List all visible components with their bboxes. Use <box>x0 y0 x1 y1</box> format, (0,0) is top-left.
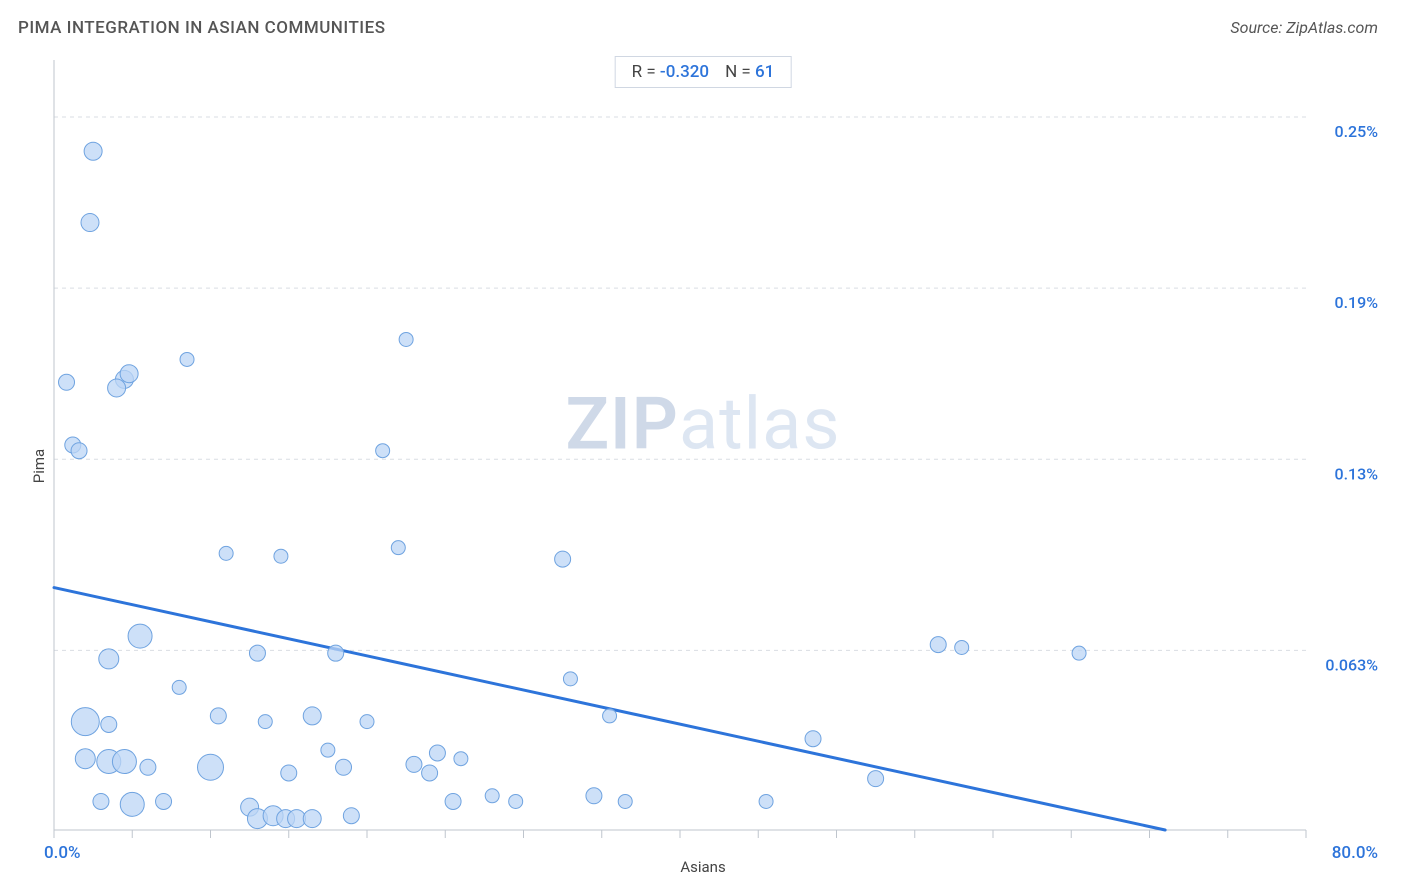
chart-title: PIMA INTEGRATION IN ASIAN COMMUNITIES <box>18 18 386 38</box>
y-axis-label: Pima <box>30 449 48 483</box>
data-point[interactable] <box>81 214 99 232</box>
data-point[interactable] <box>603 709 617 723</box>
data-point[interactable] <box>120 792 144 816</box>
data-point[interactable] <box>328 645 344 661</box>
data-point[interactable] <box>84 142 102 160</box>
data-point[interactable] <box>281 765 297 781</box>
data-point[interactable] <box>303 707 321 725</box>
data-point[interactable] <box>249 645 265 661</box>
chart-area: Pima Asians ZIPatlas 0.063%0.13%0.19%0.2… <box>16 50 1390 882</box>
chart-container: PIMA INTEGRATION IN ASIAN COMMUNITIES So… <box>0 0 1406 892</box>
data-point[interactable] <box>303 810 321 828</box>
data-point[interactable] <box>445 793 461 809</box>
scatter-chart: 0.063% 0.13% 0.19% 0.25% 0.0% 80.0% <box>16 50 1390 882</box>
data-point[interactable] <box>376 444 390 458</box>
data-point[interactable] <box>101 716 117 732</box>
data-point[interactable] <box>930 637 946 653</box>
x-max-label: 80.0% <box>1332 843 1378 863</box>
data-point[interactable] <box>321 743 335 757</box>
data-point[interactable] <box>128 624 152 648</box>
data-point[interactable] <box>336 759 352 775</box>
data-point[interactable] <box>955 640 969 654</box>
data-point[interactable] <box>71 708 99 736</box>
data-point[interactable] <box>180 352 194 366</box>
data-point[interactable] <box>555 551 571 567</box>
data-point[interactable] <box>509 794 523 808</box>
y-tick-label: 0.25% <box>1334 122 1378 141</box>
source-attribution: Source: ZipAtlas.com <box>1230 18 1378 37</box>
data-point[interactable] <box>140 759 156 775</box>
data-point[interactable] <box>618 794 632 808</box>
data-point[interactable] <box>99 649 119 669</box>
data-point[interactable] <box>454 752 468 766</box>
data-point[interactable] <box>391 541 405 555</box>
y-tick-label: 0.063% <box>1325 655 1378 674</box>
data-point[interactable] <box>219 546 233 560</box>
data-point[interactable] <box>75 749 95 769</box>
data-point[interactable] <box>258 715 272 729</box>
data-point[interactable] <box>586 788 602 804</box>
data-point[interactable] <box>406 756 422 772</box>
x-axis-label: Asians <box>680 858 725 876</box>
data-point[interactable] <box>156 793 172 809</box>
data-point[interactable] <box>422 765 438 781</box>
data-point[interactable] <box>59 374 75 390</box>
data-point[interactable] <box>93 793 109 809</box>
data-point[interactable] <box>172 680 186 694</box>
data-point[interactable] <box>399 332 413 346</box>
y-tick-label: 0.13% <box>1334 464 1378 483</box>
data-point[interactable] <box>274 549 288 563</box>
data-point[interactable] <box>108 379 126 397</box>
y-tick-label: 0.19% <box>1334 293 1378 312</box>
data-point[interactable] <box>563 672 577 686</box>
data-point[interactable] <box>429 745 445 761</box>
data-point[interactable] <box>71 443 87 459</box>
data-point[interactable] <box>343 808 359 824</box>
data-point[interactable] <box>112 750 136 774</box>
data-point[interactable] <box>759 794 773 808</box>
data-point[interactable] <box>805 731 821 747</box>
data-point[interactable] <box>198 754 224 780</box>
data-point[interactable] <box>1072 646 1086 660</box>
data-point[interactable] <box>485 789 499 803</box>
data-point[interactable] <box>120 365 138 383</box>
data-point[interactable] <box>360 715 374 729</box>
data-point[interactable] <box>868 771 884 787</box>
x-min-label: 0.0% <box>44 843 81 863</box>
data-point[interactable] <box>210 708 226 724</box>
